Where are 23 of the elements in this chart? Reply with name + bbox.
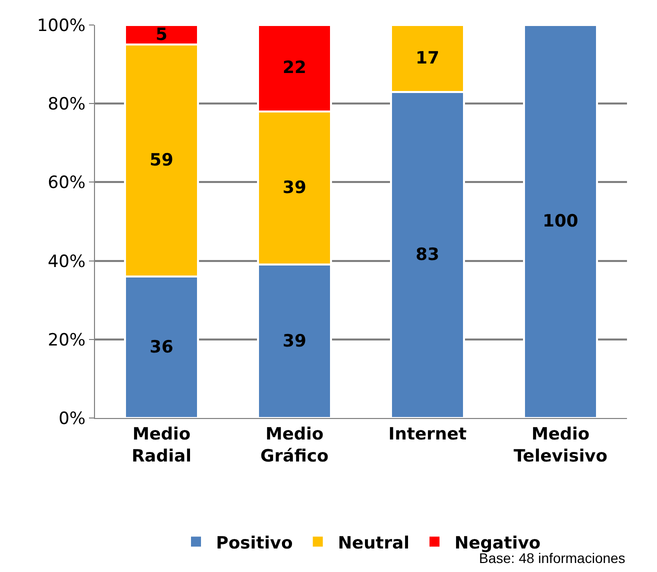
legend-label: Negativo bbox=[454, 533, 541, 554]
y-tick-label: 40% bbox=[48, 252, 86, 272]
data-label: 59 bbox=[150, 150, 174, 171]
y-tick-label: 60% bbox=[48, 173, 86, 194]
y-tick-label: 100% bbox=[36, 16, 86, 36]
x-tick-label: Medio Radial bbox=[132, 424, 192, 466]
data-label: 22 bbox=[282, 58, 306, 78]
y-tick-label: 80% bbox=[48, 94, 86, 115]
x-tick-label: Medio Televisivo bbox=[514, 424, 608, 466]
data-label: 83 bbox=[416, 244, 440, 265]
data-label: 100 bbox=[542, 212, 578, 232]
y-tick-label: 0% bbox=[58, 408, 86, 429]
legend-label: Neutral bbox=[338, 533, 410, 554]
data-label: 39 bbox=[282, 331, 306, 352]
x-tick-label: Internet bbox=[388, 424, 467, 444]
y-tick-label: 20% bbox=[48, 330, 86, 350]
data-label: 36 bbox=[150, 337, 174, 358]
x-tick-label: Medio Gráfico bbox=[260, 424, 329, 466]
data-label: 17 bbox=[416, 48, 440, 68]
data-label: 5 bbox=[156, 24, 168, 45]
legend-label: Positivo bbox=[216, 533, 293, 554]
bar bbox=[522, 25, 598, 418]
data-label: 39 bbox=[282, 178, 306, 198]
